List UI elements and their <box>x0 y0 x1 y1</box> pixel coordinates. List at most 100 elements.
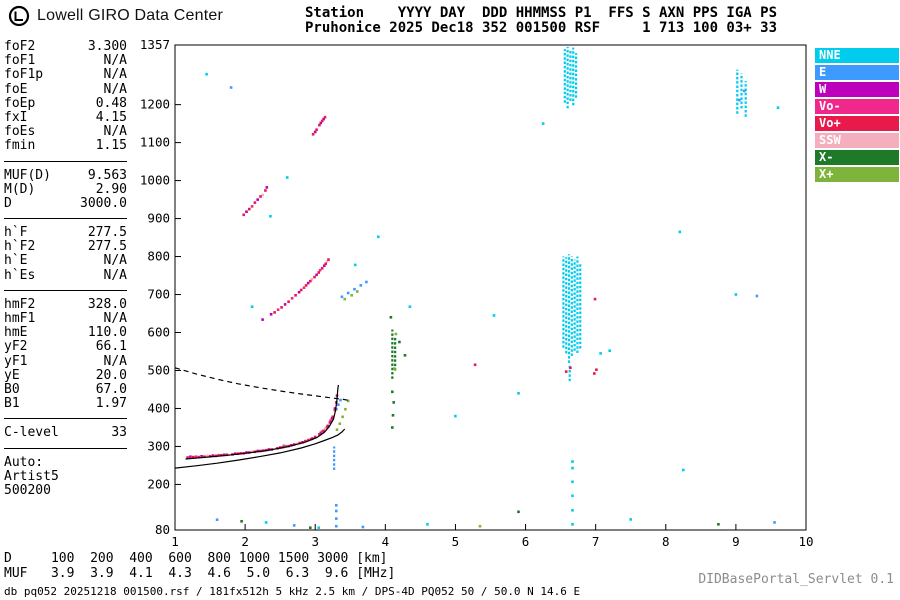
legend-item-ssw: SSW <box>815 133 899 148</box>
param-value: 3.300 <box>87 39 127 54</box>
param-value: 67.0 <box>95 381 127 397</box>
param-row: fxI 4.15 <box>4 109 127 125</box>
param-label: foF2 <box>4 39 36 54</box>
svg-text:3: 3 <box>311 534 319 549</box>
param-label: fxI <box>4 109 28 125</box>
param-label: fmin <box>4 138 36 154</box>
param-value: 20.0 <box>95 367 127 383</box>
legend-item-nne: NNE <box>815 48 899 63</box>
param-label: 500200 <box>4 482 51 498</box>
param-value: N/A <box>103 267 127 283</box>
param-row: foF1p N/A <box>4 68 127 82</box>
header-line2: Pruhonice 2025 Dec18 352 001500 RSF 1 71… <box>305 20 778 36</box>
profile-fit <box>174 428 346 469</box>
param-row: yF2 66.1 <box>4 340 127 354</box>
param-label: B1 <box>4 396 20 412</box>
param-value: 1.97 <box>95 396 127 412</box>
param-value: N/A <box>103 53 127 69</box>
param-label: foE <box>4 81 28 97</box>
param-value: 9.563 <box>87 167 127 183</box>
legend-item-e: E <box>815 65 899 80</box>
param-value: N/A <box>103 253 127 269</box>
param-row: fmin 1.15 <box>4 139 127 153</box>
param-value: 110.0 <box>87 325 127 341</box>
echo-vlines <box>333 46 747 470</box>
parameter-panel: foF2 3.300 foF1 N/A foF1p N/A foE N/A foEp 0.48 fx… <box>4 39 127 498</box>
legend-item-x: X- <box>815 150 899 165</box>
param-label: h`Es <box>4 267 36 283</box>
divider <box>4 447 127 449</box>
svg-text:400: 400 <box>147 400 170 415</box>
param-label: h`F2 <box>4 239 36 255</box>
svg-text:300: 300 <box>147 438 170 453</box>
param-label: foF1p <box>4 67 44 83</box>
station-header: Station YYYY DAY DDD HHMMSS P1 FFS S AXN… <box>305 6 777 36</box>
polarization-legend: NNE E W Vo- Vo+ SSW X- X+ <box>815 48 899 182</box>
svg-text:1200: 1200 <box>140 97 170 112</box>
param-row: foF1 N/A <box>4 53 127 69</box>
lowell-logo-icon <box>8 5 30 27</box>
svg-text:9: 9 <box>732 534 740 549</box>
legend-item-vo: Vo+ <box>815 116 899 131</box>
param-value: N/A <box>103 124 127 140</box>
param-row: hmF2 328.0 <box>4 296 127 312</box>
param-label: Auto: <box>4 454 44 470</box>
svg-text:1357: 1357 <box>140 38 170 52</box>
svg-text:1000: 1000 <box>140 173 170 188</box>
svg-text:5: 5 <box>452 534 460 549</box>
param-row: foEp 0.48 <box>4 95 127 111</box>
d-row: D 100 200 400 600 800 1000 1500 3000 [km… <box>4 551 388 566</box>
plot-axes: 1 2 3 4 5 6 7 8 9 10 80 200 300 400 500 600 700 800 900 100… <box>140 38 814 549</box>
svg-text:600: 600 <box>147 325 170 340</box>
param-value: 277.5 <box>87 239 127 255</box>
fit-curves <box>174 367 352 469</box>
param-label: hmF2 <box>4 296 36 312</box>
param-label: MUF(D) <box>4 167 51 183</box>
svg-text:700: 700 <box>147 287 170 302</box>
svg-text:2: 2 <box>241 534 249 549</box>
param-row: h`F 277.5 <box>4 225 127 241</box>
param-row: 500200 <box>4 482 127 498</box>
divider <box>4 418 127 420</box>
param-row: B0 67.0 <box>4 381 127 397</box>
svg-text:1: 1 <box>171 534 179 549</box>
muf-row: MUF 3.9 3.9 4.1 4.3 4.6 5.0 6.3 9.6 [MHz… <box>4 565 396 581</box>
param-row: foF2 3.300 <box>4 39 127 54</box>
param-label: B0 <box>4 381 20 397</box>
param-label: yF2 <box>4 339 28 355</box>
param-row: yE 20.0 <box>4 367 127 383</box>
logo-text: Lowell GIRO Data Center <box>37 7 224 24</box>
param-row: D 3000.0 <box>4 195 127 211</box>
param-row: foE N/A <box>4 81 127 97</box>
param-row: Artist5 <box>4 468 127 484</box>
transmission-curve <box>174 367 352 402</box>
param-row: hmF1 N/A <box>4 311 127 326</box>
param-label: hmE <box>4 325 28 341</box>
echo-points <box>186 72 780 529</box>
param-row: M(D) 2.90 <box>4 182 127 197</box>
legend-item-w: W <box>815 82 899 97</box>
svg-text:7: 7 <box>592 534 600 549</box>
legend-item-x: X+ <box>815 167 899 182</box>
param-row: foEs N/A <box>4 124 127 140</box>
svg-text:10: 10 <box>798 534 813 549</box>
param-value: 328.0 <box>87 296 127 312</box>
svg-text:80: 80 <box>155 522 170 537</box>
param-label: foEs <box>4 124 36 140</box>
svg-text:1100: 1100 <box>140 135 170 150</box>
param-label: Artist5 <box>4 468 59 484</box>
divider <box>4 289 127 291</box>
param-value: 3000.0 <box>80 195 127 211</box>
param-row: h`F2 277.5 <box>4 240 127 254</box>
param-value: N/A <box>103 81 127 97</box>
svg-text:8: 8 <box>662 534 670 549</box>
svg-text:200: 200 <box>147 476 170 491</box>
svg-text:800: 800 <box>147 249 170 264</box>
servlet-version: DIDBasePortal_Servlet 0.1 <box>698 572 894 587</box>
param-value: 33 <box>111 425 127 441</box>
param-label: foEp <box>4 95 36 111</box>
param-value: 277.5 <box>87 225 127 241</box>
status-line: db pq052 20251218 001500.rsf / 181fx512h… <box>4 585 581 598</box>
header-line1: Station YYYY DAY DDD HHMMSS P1 FFS S AXN… <box>305 5 778 21</box>
